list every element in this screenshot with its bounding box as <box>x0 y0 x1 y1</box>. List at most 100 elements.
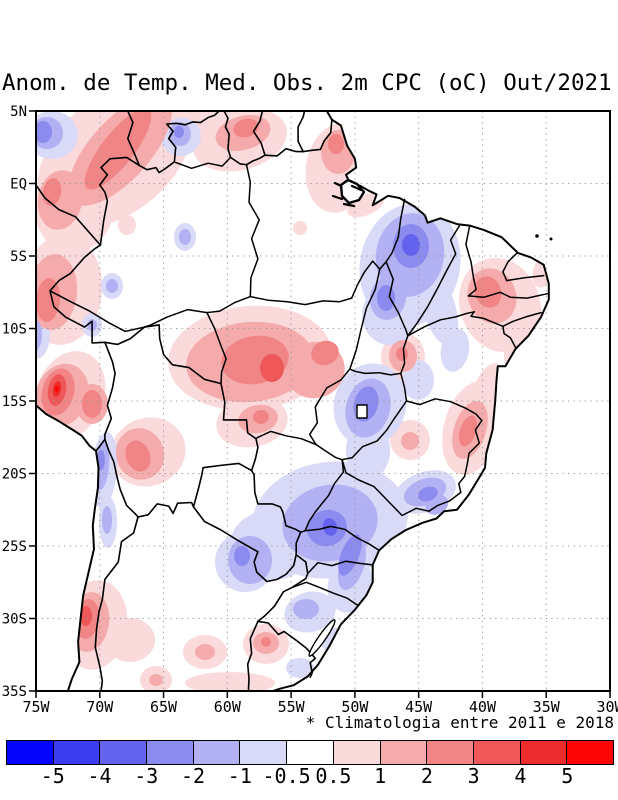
state-border <box>502 325 517 350</box>
anomaly-blob <box>377 285 395 311</box>
colorbar-tick-label: -3 <box>134 764 159 788</box>
anomaly-blob <box>42 178 62 206</box>
colorbar <box>6 740 614 765</box>
colorbar-tick-label: -0.5 <box>262 764 311 788</box>
state-border <box>385 261 409 337</box>
state-border <box>299 458 345 533</box>
state-border <box>174 156 232 170</box>
country-border <box>246 620 259 691</box>
state-border <box>245 163 260 298</box>
state-border <box>379 198 406 270</box>
anomaly-blob <box>105 618 155 662</box>
figure-title: Anom. de Temp. Med. Obs. 2m CPC (oC) Out… <box>2 70 612 96</box>
colorbar-cell <box>52 740 101 765</box>
climatology-footnote: * Climatologia entre 2011 e 2018 <box>305 713 614 732</box>
state-border <box>249 295 353 306</box>
state-border <box>49 290 146 333</box>
colorbar-tick-label: 1 <box>374 764 387 788</box>
colorbar-cell <box>519 740 568 765</box>
state-border <box>400 372 408 402</box>
colorbar-cell <box>99 740 148 765</box>
colorbar-cell <box>379 740 428 765</box>
state-border <box>206 295 252 314</box>
country-border <box>192 462 253 508</box>
country-border <box>257 620 317 678</box>
colorbar-cell <box>566 740 614 765</box>
anomaly-blob <box>234 546 250 566</box>
state-border <box>407 311 475 337</box>
lat-tick-label: 20S <box>2 467 27 483</box>
colorbar-tick-label: 4 <box>514 764 527 788</box>
anomaly-blob <box>421 274 459 346</box>
anomaly-blob <box>293 221 307 235</box>
state-border <box>308 260 381 446</box>
colorbar-cell <box>426 740 474 765</box>
country-border <box>94 516 139 691</box>
state-border <box>405 398 483 422</box>
anomaly-blob <box>286 658 314 678</box>
colorbar-cell <box>239 740 288 765</box>
anomaly-blob <box>106 279 118 293</box>
state-border <box>304 525 380 552</box>
anomaly-blob <box>125 440 151 472</box>
country-border <box>264 147 304 157</box>
anomaly-blob <box>458 415 478 447</box>
lon-tick-label: 75W <box>22 698 50 716</box>
lon-tick-label: 40W <box>469 698 497 716</box>
lon-tick-label: 60W <box>214 698 242 716</box>
marajo-island <box>339 178 366 205</box>
lon-tick-label: 55W <box>278 698 306 716</box>
anomaly-blob <box>36 278 61 322</box>
state-border <box>255 430 317 446</box>
political-borders <box>36 111 550 691</box>
colorbar-tick-label: -5 <box>40 764 65 788</box>
colorbar-tick-label: 5 <box>561 764 574 788</box>
anomaly-blob <box>179 229 191 245</box>
country-border <box>104 438 139 518</box>
colorbar-cell <box>332 740 381 765</box>
state-border <box>306 560 374 575</box>
anomaly-blob <box>174 126 184 138</box>
anomaly-blob <box>80 606 92 626</box>
lon-tick-label: 35W <box>533 698 561 716</box>
state-border <box>341 458 430 517</box>
anomaly-blob <box>55 385 59 393</box>
anomaly-blob <box>36 121 52 143</box>
colorbar-tick-label: -4 <box>87 764 112 788</box>
lat-tick-label: 35S <box>2 684 27 700</box>
state-border <box>502 252 518 282</box>
lat-tick-label: 10S <box>2 322 27 338</box>
anomaly-blob <box>260 354 284 382</box>
state-border <box>465 224 477 297</box>
grid-lines <box>36 111 610 691</box>
colorbar-cell <box>286 740 334 765</box>
anomaly-blob <box>402 360 434 400</box>
anomaly-blob <box>233 118 259 138</box>
state-border <box>291 581 359 607</box>
country-border <box>302 118 333 153</box>
lat-tick-label: EQ <box>10 177 27 193</box>
anomaly-blob <box>396 347 408 361</box>
country-border <box>253 474 302 556</box>
state-border <box>428 491 462 512</box>
lon-tick-label: 45W <box>405 698 433 716</box>
country-border <box>137 501 195 518</box>
anomaly-blob <box>418 486 438 502</box>
anomaly-blob <box>102 506 112 534</box>
lon-tick-label: 70W <box>86 698 114 716</box>
anomaly-blob <box>338 534 362 576</box>
island-dot <box>549 237 553 241</box>
anomaly-blob <box>401 432 419 450</box>
anomaly-blob <box>261 637 271 647</box>
state-border <box>458 419 483 494</box>
lat-tick-label: 15S <box>2 394 27 410</box>
state-border <box>470 311 504 328</box>
colorbar-tick-label: 2 <box>420 764 433 788</box>
anomaly-blob <box>311 340 339 366</box>
lon-tick-label: 30W <box>596 698 618 716</box>
anomaly-blob <box>474 276 502 308</box>
anomaly-blob <box>82 390 102 418</box>
